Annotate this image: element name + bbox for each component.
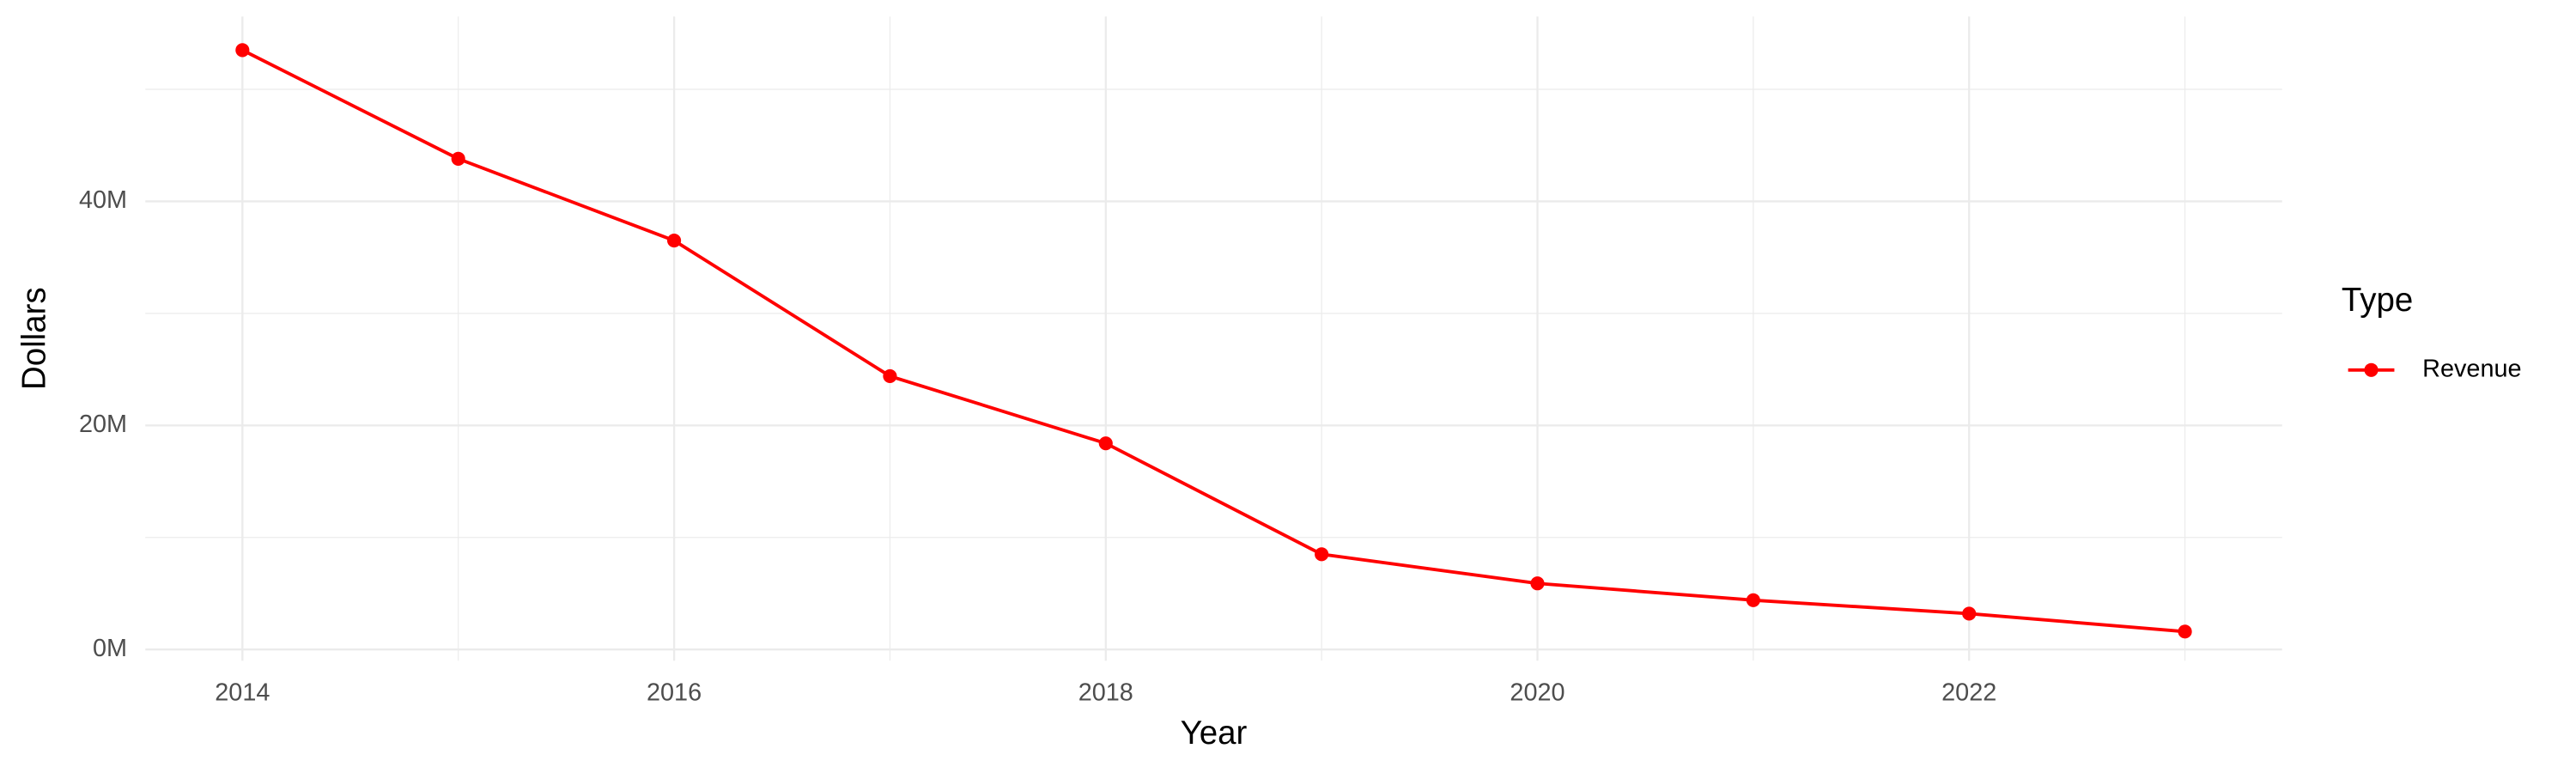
point [1315,547,1329,562]
point [1962,606,1977,621]
point [883,368,897,384]
legend-title: Type [2342,282,2413,319]
point [1098,436,1113,451]
legend-point [2364,362,2379,377]
x-tick-label: 2016 [647,679,702,706]
y-axis-title: Dollars [15,287,52,390]
x-tick-label: 2014 [215,679,270,706]
point [235,43,250,58]
point [1530,576,1545,591]
x-tick-label: 2022 [1941,679,1996,706]
point [2178,624,2192,639]
legend-label: Revenue [2422,355,2521,382]
x-tick-label: 2018 [1078,679,1133,706]
y-tick-label: 40M [79,186,127,214]
point [666,234,682,248]
x-tick-label: 2020 [1510,679,1564,706]
grid [145,16,2282,661]
line [241,48,2185,634]
point [451,151,465,166]
x-axis-title: Year [1181,715,1248,752]
plot [235,43,2192,639]
y-tick-label: 20M [79,411,127,438]
point [1746,593,1760,607]
y-tick-label: 0M [93,635,127,662]
